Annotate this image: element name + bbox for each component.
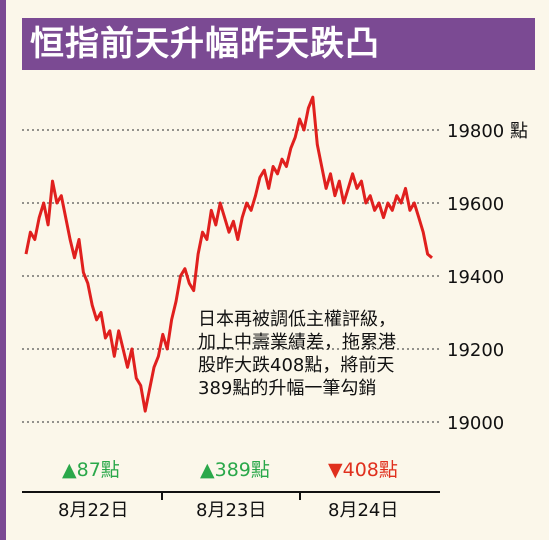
day-change-label-0: ▲87點 — [62, 459, 120, 481]
series-line-0 — [24, 95, 433, 413]
day-change-label-1: ▲389點 — [200, 459, 270, 481]
day-change-label-2: ▼408點 — [328, 459, 398, 481]
y-tick-label-1: 19600 — [447, 194, 504, 215]
y-tick-label-4: 19000 — [447, 413, 504, 434]
y-tick-label-0: 19800 點 — [447, 121, 528, 142]
y-tick-label-2: 19400 — [447, 267, 504, 288]
x-category-label-1: 8月23日 — [196, 500, 266, 521]
x-category-label-0: 8月22日 — [58, 500, 128, 521]
y-tick-label-3: 19200 — [447, 340, 504, 361]
chart-title: 恒指前天升幅昨天跌凸 — [22, 18, 535, 70]
chart-annotation: 日本再被調低主權評級， 加上中壽業績差，拖累港 股昨大跌408點，將前天 389… — [198, 309, 396, 399]
x-category-label-2: 8月24日 — [328, 500, 398, 521]
